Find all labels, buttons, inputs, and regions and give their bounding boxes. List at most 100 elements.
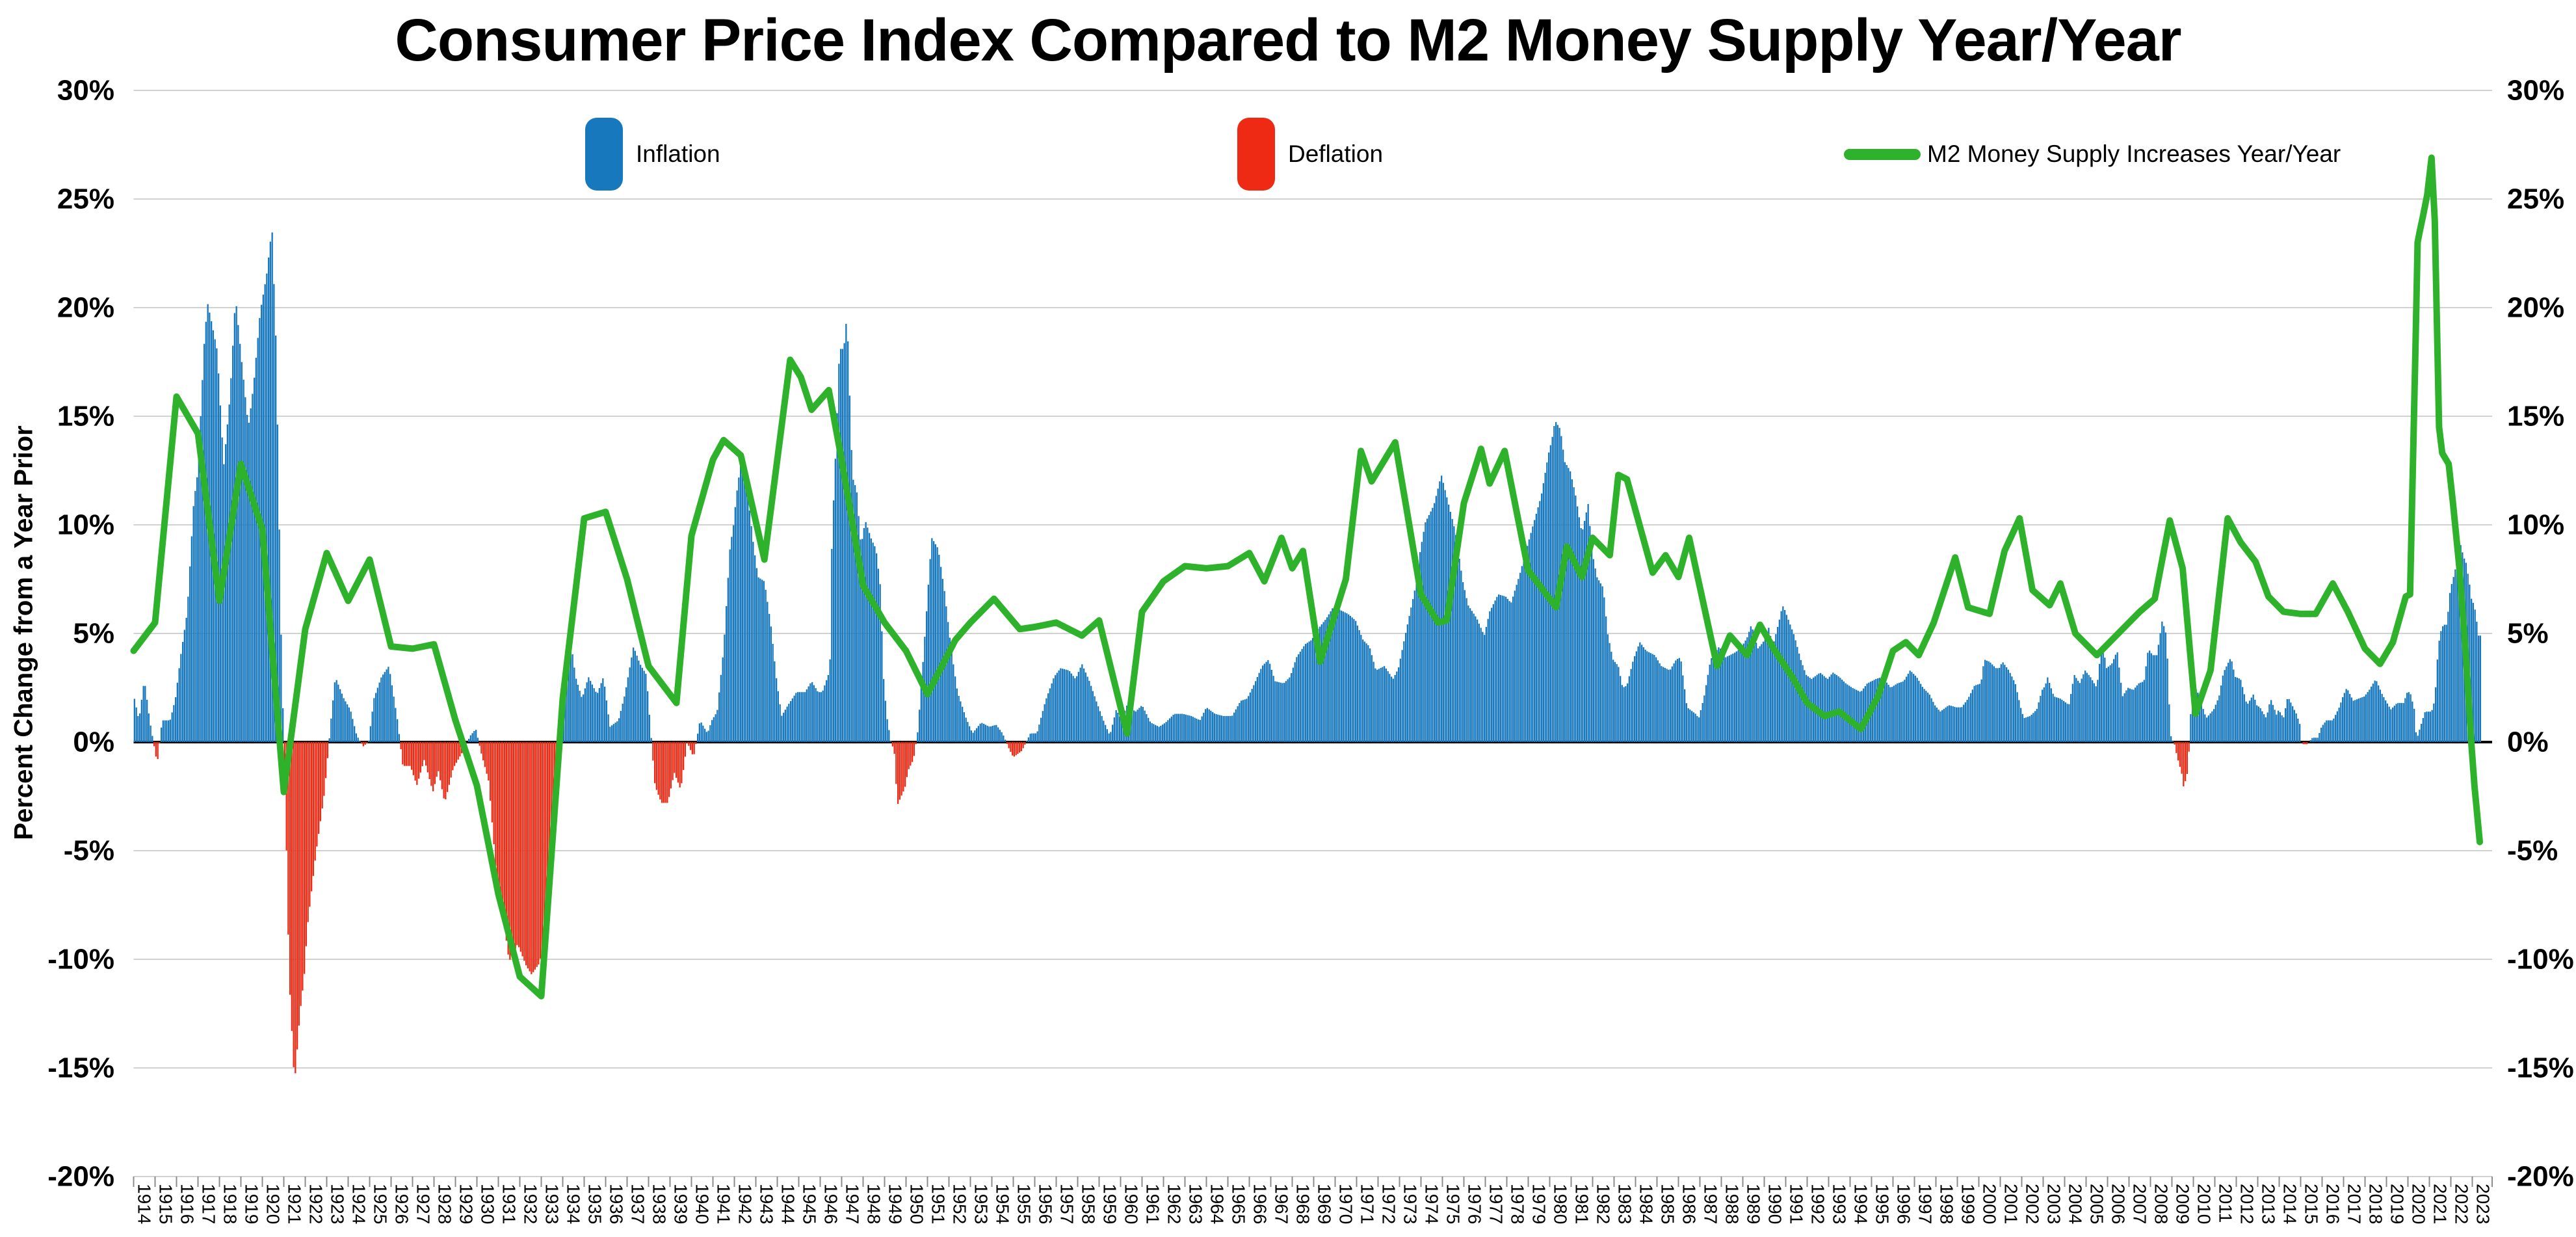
inflation-bar bbox=[1727, 656, 1729, 742]
inflation-bar bbox=[1460, 570, 1462, 742]
inflation-bar bbox=[1961, 707, 1963, 742]
inflation-bar bbox=[2100, 648, 2102, 742]
inflation-bar bbox=[1410, 607, 1412, 742]
inflation-bar bbox=[1609, 643, 1610, 742]
x-axis-tick-label: 2021 bbox=[2430, 1184, 2451, 1224]
deflation-bar bbox=[287, 742, 289, 935]
inflation-bar bbox=[1752, 629, 1754, 742]
inflation-bar bbox=[767, 602, 769, 742]
x-axis-tick-label: 2005 bbox=[2087, 1184, 2107, 1224]
inflation-bar bbox=[2261, 711, 2263, 742]
inflation-bar bbox=[1399, 658, 1401, 742]
inflation-bar bbox=[1241, 700, 1242, 742]
inflation-bar bbox=[2456, 558, 2458, 742]
deflation-bar bbox=[427, 742, 428, 773]
inflation-bar bbox=[1415, 582, 1417, 742]
inflation-bar bbox=[1133, 710, 1135, 742]
inflation-bar bbox=[1671, 666, 1673, 742]
inflation-bar bbox=[1796, 646, 1798, 742]
deflation-bar bbox=[298, 742, 300, 1026]
inflation-bar bbox=[867, 527, 869, 742]
inflation-bar bbox=[926, 611, 928, 742]
x-axis-tick-label: 1924 bbox=[349, 1184, 369, 1224]
y-axis-tick-label-left: 20% bbox=[57, 292, 114, 324]
inflation-bar bbox=[2122, 696, 2123, 742]
inflation-bar bbox=[2350, 697, 2352, 742]
inflation-bar bbox=[1065, 669, 1067, 742]
deflation-bar bbox=[293, 742, 295, 1067]
inflation-bar bbox=[2070, 694, 2072, 742]
deflation-bar bbox=[441, 742, 443, 790]
inflation-bar bbox=[1519, 572, 1521, 742]
inflation-bar bbox=[352, 719, 354, 742]
inflation-bar bbox=[1980, 679, 1982, 742]
inflation-bar bbox=[1088, 680, 1090, 742]
inflation-bar bbox=[1044, 704, 1045, 742]
x-axis-tick-label: 1929 bbox=[456, 1184, 477, 1224]
inflation-bar bbox=[1995, 668, 1997, 742]
x-axis-tick-label: 2010 bbox=[2194, 1184, 2215, 1224]
y-axis-tick-label-left: -10% bbox=[47, 944, 114, 976]
deflation-bar bbox=[312, 742, 314, 876]
m2-line-swatch-icon bbox=[1844, 149, 1921, 160]
inflation-bar bbox=[1807, 676, 1809, 742]
inflation-bar bbox=[2376, 681, 2378, 742]
inflation-bar bbox=[2369, 689, 2371, 742]
x-axis-tick-label: 1951 bbox=[928, 1184, 949, 1224]
inflation-bar bbox=[1598, 580, 1600, 742]
inflation-bar bbox=[2257, 706, 2259, 742]
inflation-bar bbox=[264, 284, 266, 743]
inflation-bar bbox=[148, 713, 150, 742]
inflation-bar bbox=[2213, 709, 2215, 742]
inflation-bar bbox=[393, 697, 395, 742]
inflation-bar bbox=[2235, 676, 2237, 742]
inflation-bar bbox=[2021, 713, 2023, 742]
inflation-bar bbox=[2443, 624, 2445, 742]
inflation-bar bbox=[1728, 655, 1730, 742]
x-axis-tick-label: 1993 bbox=[1830, 1184, 1850, 1224]
deflation-bar bbox=[2179, 742, 2181, 767]
inflation-bar bbox=[1280, 682, 1281, 742]
inflation-bar bbox=[2324, 722, 2326, 742]
inflation-bar bbox=[1601, 586, 1603, 742]
x-axis-tick-label: 1943 bbox=[757, 1184, 777, 1224]
inflation-bar bbox=[1478, 623, 1480, 742]
inflation-bar bbox=[754, 555, 756, 742]
inflation-bar bbox=[720, 674, 722, 742]
inflation-bar bbox=[2288, 698, 2290, 742]
deflation-bar bbox=[314, 742, 316, 861]
inflation-bar bbox=[239, 343, 241, 742]
inflation-bar bbox=[798, 692, 800, 742]
inflation-bar bbox=[1661, 666, 1663, 742]
inflation-bar bbox=[838, 364, 840, 742]
y-axis-tick-label-right: 30% bbox=[2507, 75, 2564, 107]
inflation-bar bbox=[2011, 676, 2013, 742]
inflation-bar bbox=[185, 617, 187, 742]
deflation-bar bbox=[1013, 742, 1015, 757]
y-axis-tick-label-left: 5% bbox=[73, 618, 114, 650]
inflation-bar bbox=[566, 654, 568, 742]
inflation-bar bbox=[2047, 677, 2049, 742]
inflation-bar bbox=[2254, 699, 2256, 742]
inflation-bar bbox=[2157, 645, 2159, 742]
y-axis-tick-label-right: 0% bbox=[2507, 726, 2549, 758]
inflation-bar bbox=[1542, 483, 1544, 742]
inflation-bar bbox=[1720, 648, 1722, 742]
inflation-bar bbox=[337, 684, 339, 742]
inflation-bar bbox=[1031, 733, 1033, 742]
inflation-bar bbox=[1823, 676, 1825, 742]
deflation-bar bbox=[897, 742, 899, 804]
inflation-bar bbox=[870, 538, 872, 742]
inflation-bar bbox=[1382, 667, 1384, 742]
inflation-bar bbox=[756, 568, 757, 742]
inflation-bar bbox=[1072, 676, 1074, 742]
inflation-bar bbox=[1605, 616, 1607, 742]
deflation-bar bbox=[518, 742, 520, 948]
inflation-bar bbox=[1614, 661, 1616, 742]
inflation-bar bbox=[1893, 685, 1895, 742]
inflation-bar bbox=[874, 546, 876, 742]
inflation-bar bbox=[1042, 711, 1044, 742]
inflation-bar bbox=[1680, 661, 1682, 742]
inflation-bar bbox=[1780, 611, 1782, 742]
inflation-bar bbox=[1110, 732, 1112, 742]
